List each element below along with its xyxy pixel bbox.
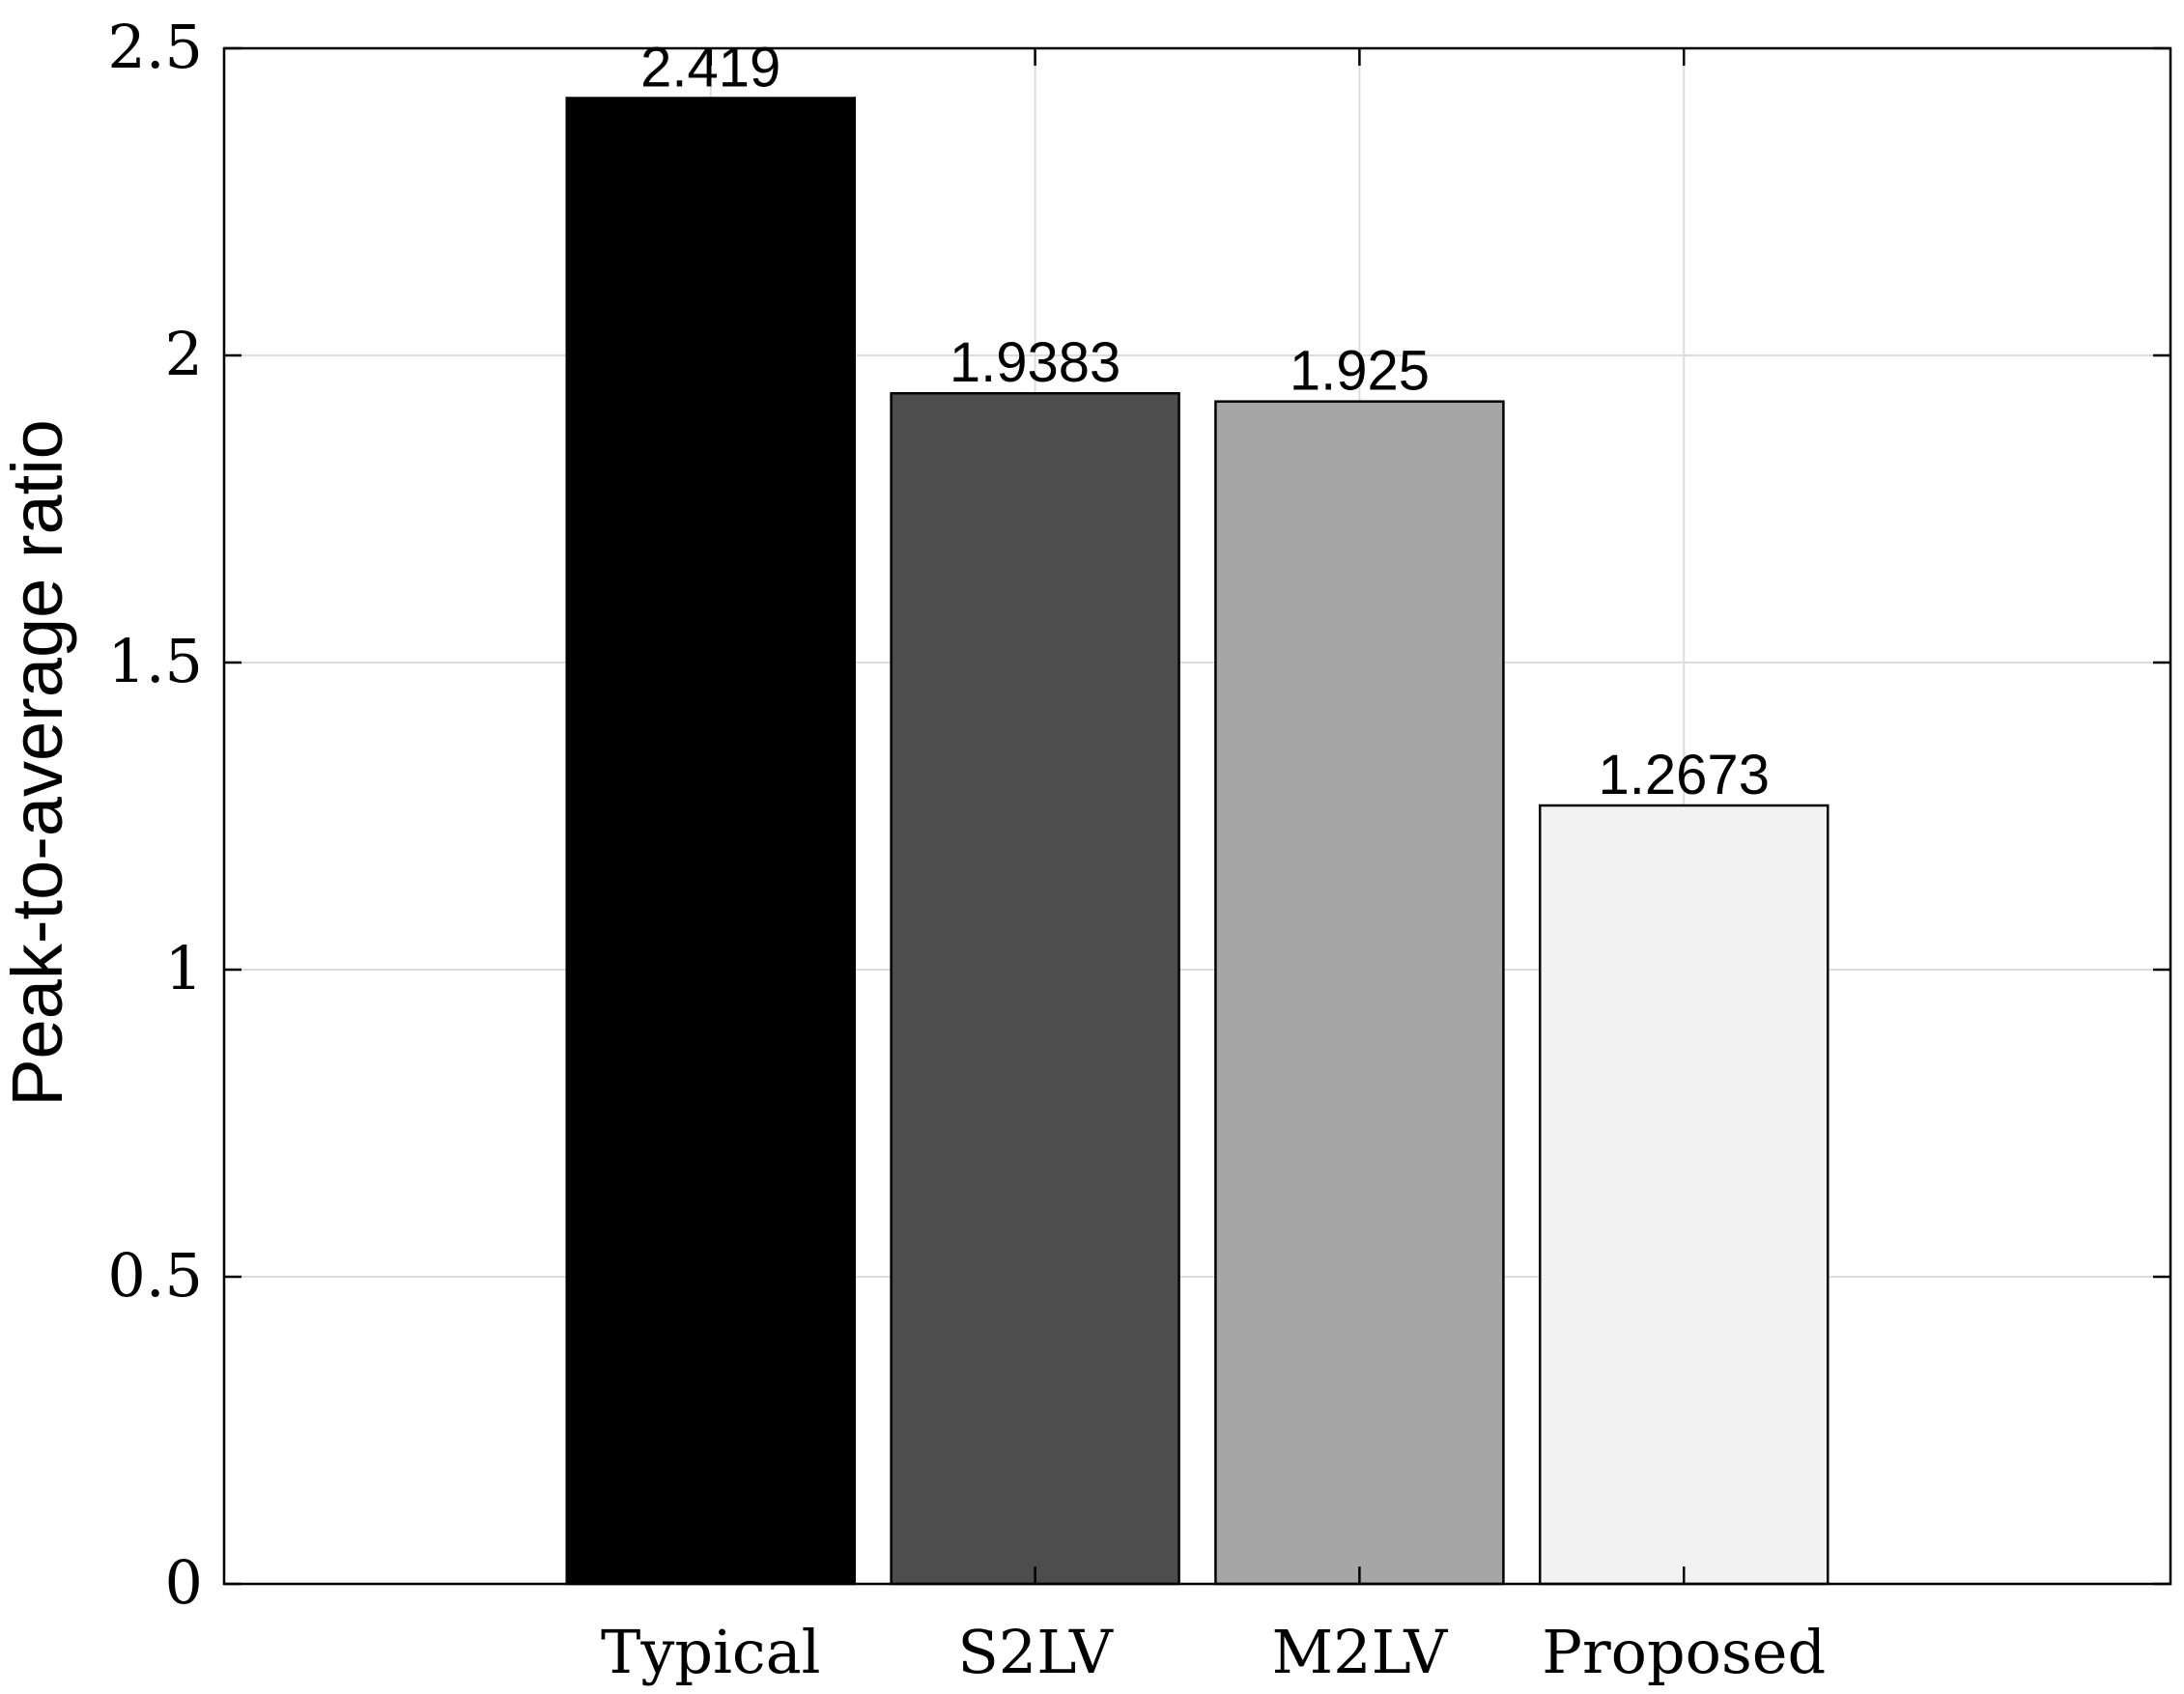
x-tick-label: S2LV	[957, 1617, 1114, 1687]
y-tick-label: 0.5	[107, 1240, 203, 1311]
data-label: 1.925	[1290, 340, 1430, 403]
grid-lines	[224, 48, 2170, 1584]
y-tick-labels: 0 0.5 1 1.5 2 2.5	[107, 12, 203, 1618]
axis-ticks	[224, 46, 2170, 1586]
data-label: 1.9383	[950, 331, 1120, 394]
x-tick-label: Typical	[601, 1617, 820, 1687]
data-label: 1.2673	[1599, 744, 1770, 806]
y-tick-label: 1	[165, 933, 203, 1003]
bar-typical	[565, 97, 856, 1586]
bars	[565, 97, 1829, 1586]
x-tick-label: Proposed	[1542, 1617, 1826, 1687]
data-labels: 2.419 1.9383 1.925 1.2673	[640, 37, 1770, 806]
bar-proposed	[1539, 804, 1829, 1586]
y-tick-label: 0	[165, 1547, 203, 1618]
y-tick-label: 2.5	[107, 12, 203, 82]
y-tick-label: 1.5	[107, 626, 203, 696]
y-axis-title: Peak-to-average ratio	[0, 419, 77, 1107]
data-label: 2.419	[640, 37, 780, 99]
bar-m2lv	[1214, 400, 1505, 1586]
y-tick-label: 2	[165, 319, 203, 389]
x-tick-labels: Typical S2LV M2LV Proposed	[601, 1617, 1826, 1687]
x-tick-label: M2LV	[1272, 1617, 1449, 1687]
bar-s2lv	[890, 391, 1180, 1586]
plot-area-frame	[222, 46, 2172, 1586]
